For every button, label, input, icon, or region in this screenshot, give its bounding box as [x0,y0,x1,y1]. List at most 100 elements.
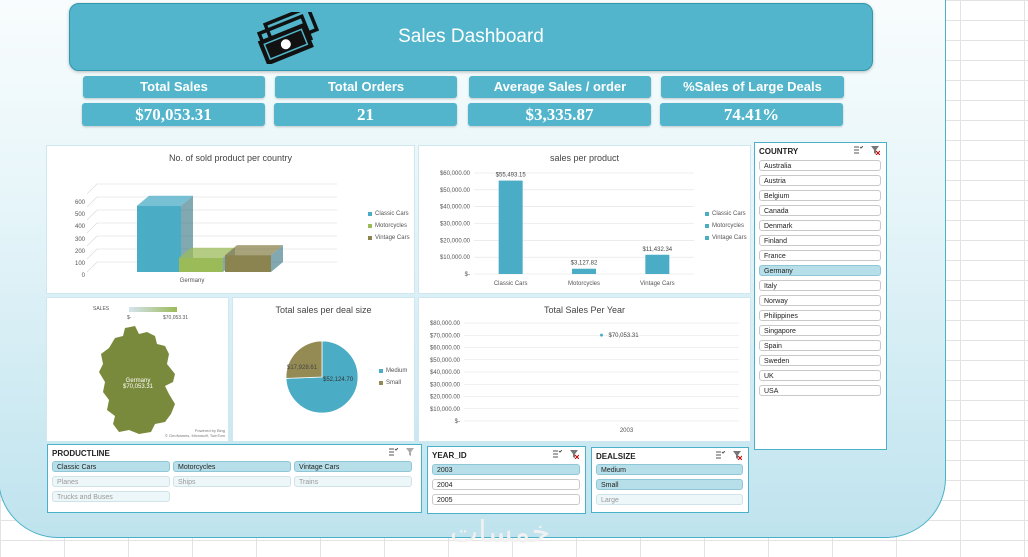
y-tick-label: $20,000.00 [430,395,461,401]
kpi-large-deals-label: %Sales of Large Deals [661,76,844,98]
slicer-item[interactable]: Small [596,479,743,490]
slicer-item[interactable]: Trains [294,476,412,487]
y-tick-label: $50,000.00 [440,188,471,194]
slicer-item[interactable]: 2003 [432,464,580,475]
legend-item: Classic Cars [705,211,747,217]
slicer-item[interactable]: Large [596,494,743,505]
pie-plot [285,340,359,414]
x-tick-label: Classic Cars [494,281,528,287]
slicer-item[interactable]: 2004 [432,479,580,490]
slicer-item[interactable]: Australia [759,160,881,171]
slicer-item[interactable]: Germany [759,265,881,276]
slicer-item[interactable]: Philippines [759,310,881,321]
clear-filter-icon[interactable] [406,448,415,457]
chart-product[interactable]: sales per product $60,000.00 $50,000.00 $4… [418,145,751,294]
map-scale-max: $70,053.31 [163,315,189,321]
slicer-item[interactable]: Sweden [759,355,881,366]
bar-top [225,245,283,256]
chart-legend: Classic Cars Motorcycles Vintage Cars [368,211,410,247]
multi-select-icon[interactable] [716,451,725,460]
slicer-item[interactable]: Austria [759,175,881,186]
bar-motorcycles [179,257,223,272]
slicer-header: DEALSIZE [596,452,636,461]
slicer-item[interactable]: Classic Cars [52,461,170,472]
slicer-item[interactable]: Canada [759,205,881,216]
pie-label-medium: $52,124.70 [323,377,354,383]
chart-legend: Classic Cars Motorcycles Vintage Cars [705,211,747,247]
bar-classic-cars [137,205,181,272]
y-tick-label: $30,000.00 [440,222,471,228]
slicer-item[interactable]: UK [759,370,881,381]
bar [645,254,670,274]
slicer-item[interactable]: USA [759,385,881,396]
data-label: $70,053.31 [609,333,640,339]
kpi-total-sales-value: $70,053.31 [82,103,265,126]
slicer-item[interactable]: Norway [759,295,881,306]
slicer-header: COUNTRY [759,147,799,156]
chart-map[interactable]: SALES $- $70,053.31 Germany $70,053.31 P… [46,297,229,442]
slicer-item[interactable]: Denmark [759,220,881,231]
y-tick-label: $40,000.00 [440,205,471,211]
slicer-item[interactable]: Belgium [759,190,881,201]
clear-filter-icon[interactable] [871,146,880,155]
dealsize-slicer[interactable]: DEALSIZE Medium Small Large [591,447,749,513]
y-tick-label: $70,000.00 [430,333,461,339]
map-region-label: Germany $70,053.31 [122,378,154,390]
x-axis-label: Germany [179,278,205,284]
year-slicer[interactable]: YEAR_ID 2003 2004 2005 [427,446,586,514]
slicer-item[interactable]: France [759,250,881,261]
multi-select-icon[interactable] [553,450,562,459]
clear-filter-icon[interactable] [733,451,742,460]
data-label: $55,493.15 [496,173,527,179]
slicer-item[interactable]: Finland [759,235,881,246]
slicer-item[interactable]: Spain [759,340,881,351]
data-label: $11,432.34 [643,247,673,253]
pie-label-small: $17,928.61 [287,365,318,371]
chart-country[interactable]: No. of sold product per country 600 500 … [46,145,415,294]
y-tick-label: $10,000.00 [430,407,461,413]
productline-slicer[interactable]: PRODUCTLINE Classic Cars Motorcycles Vinta… [47,444,422,513]
chart-deal-size[interactable]: Total sales per deal size $17,928.61 $52… [232,297,415,442]
y-tick-label: $40,000.00 [430,370,461,376]
bar-vintage-cars [225,255,271,272]
y-tick-label: $60,000.00 [440,171,471,177]
y-tick: 400 [74,224,85,231]
map-legend-title: SALES [93,306,110,312]
slicer-item[interactable]: Planes [52,476,170,487]
slicer-item[interactable]: Italy [759,280,881,291]
y-tick: 200 [74,248,85,255]
slicer-item[interactable]: Vintage Cars [294,461,412,472]
slicer-item[interactable]: Singapore [759,325,881,336]
slicer-item[interactable]: Medium [596,464,743,475]
kpi-total-sales-label: Total Sales [83,76,265,98]
slicer-item[interactable]: Trucks and Buses [52,491,170,502]
x-tick-label: Vintage Cars [640,281,675,287]
clear-filter-icon[interactable] [570,450,579,459]
slicer-item[interactable]: Motorcycles [173,461,291,472]
legend-item: Small [379,380,407,386]
multi-select-icon[interactable] [854,146,863,155]
legend-item: Medium [379,368,407,374]
slicer-item[interactable]: Ships [173,476,291,487]
title-bar: Sales Dashboard [69,3,873,71]
gridline-depth [87,248,98,260]
chart-year[interactable]: Total Sales Per Year $80,000.00 $70,000.0… [418,297,751,442]
kpi-avg-sales-value: $3,335.87 [468,103,651,126]
gridline-depth [87,196,98,208]
multi-select-icon[interactable] [389,448,398,457]
bar-top [179,247,235,258]
chart-title: No. of sold product per country [168,153,293,163]
legend-item: Vintage Cars [705,235,747,241]
page-title: Sales Dashboard [398,26,544,47]
country-slicer[interactable]: COUNTRY Australia Austria Belgium Canada Den… [754,142,887,450]
chart-title: Total sales per deal size [275,305,372,315]
pie-slice-small [285,340,323,379]
kpi-total-orders-value: 21 [274,103,457,126]
y-tick: 0 [81,273,85,280]
slicer-header: PRODUCTLINE [52,449,110,458]
map-credit: Powered by Bing © GeoNames, Microsoft, T… [165,428,225,438]
bar-top [137,195,193,206]
slicer-item[interactable]: 2005 [432,494,580,505]
kpi-large-deals-value: 74.41% [660,103,843,126]
x-tick-label: Motorcycles [568,281,600,287]
